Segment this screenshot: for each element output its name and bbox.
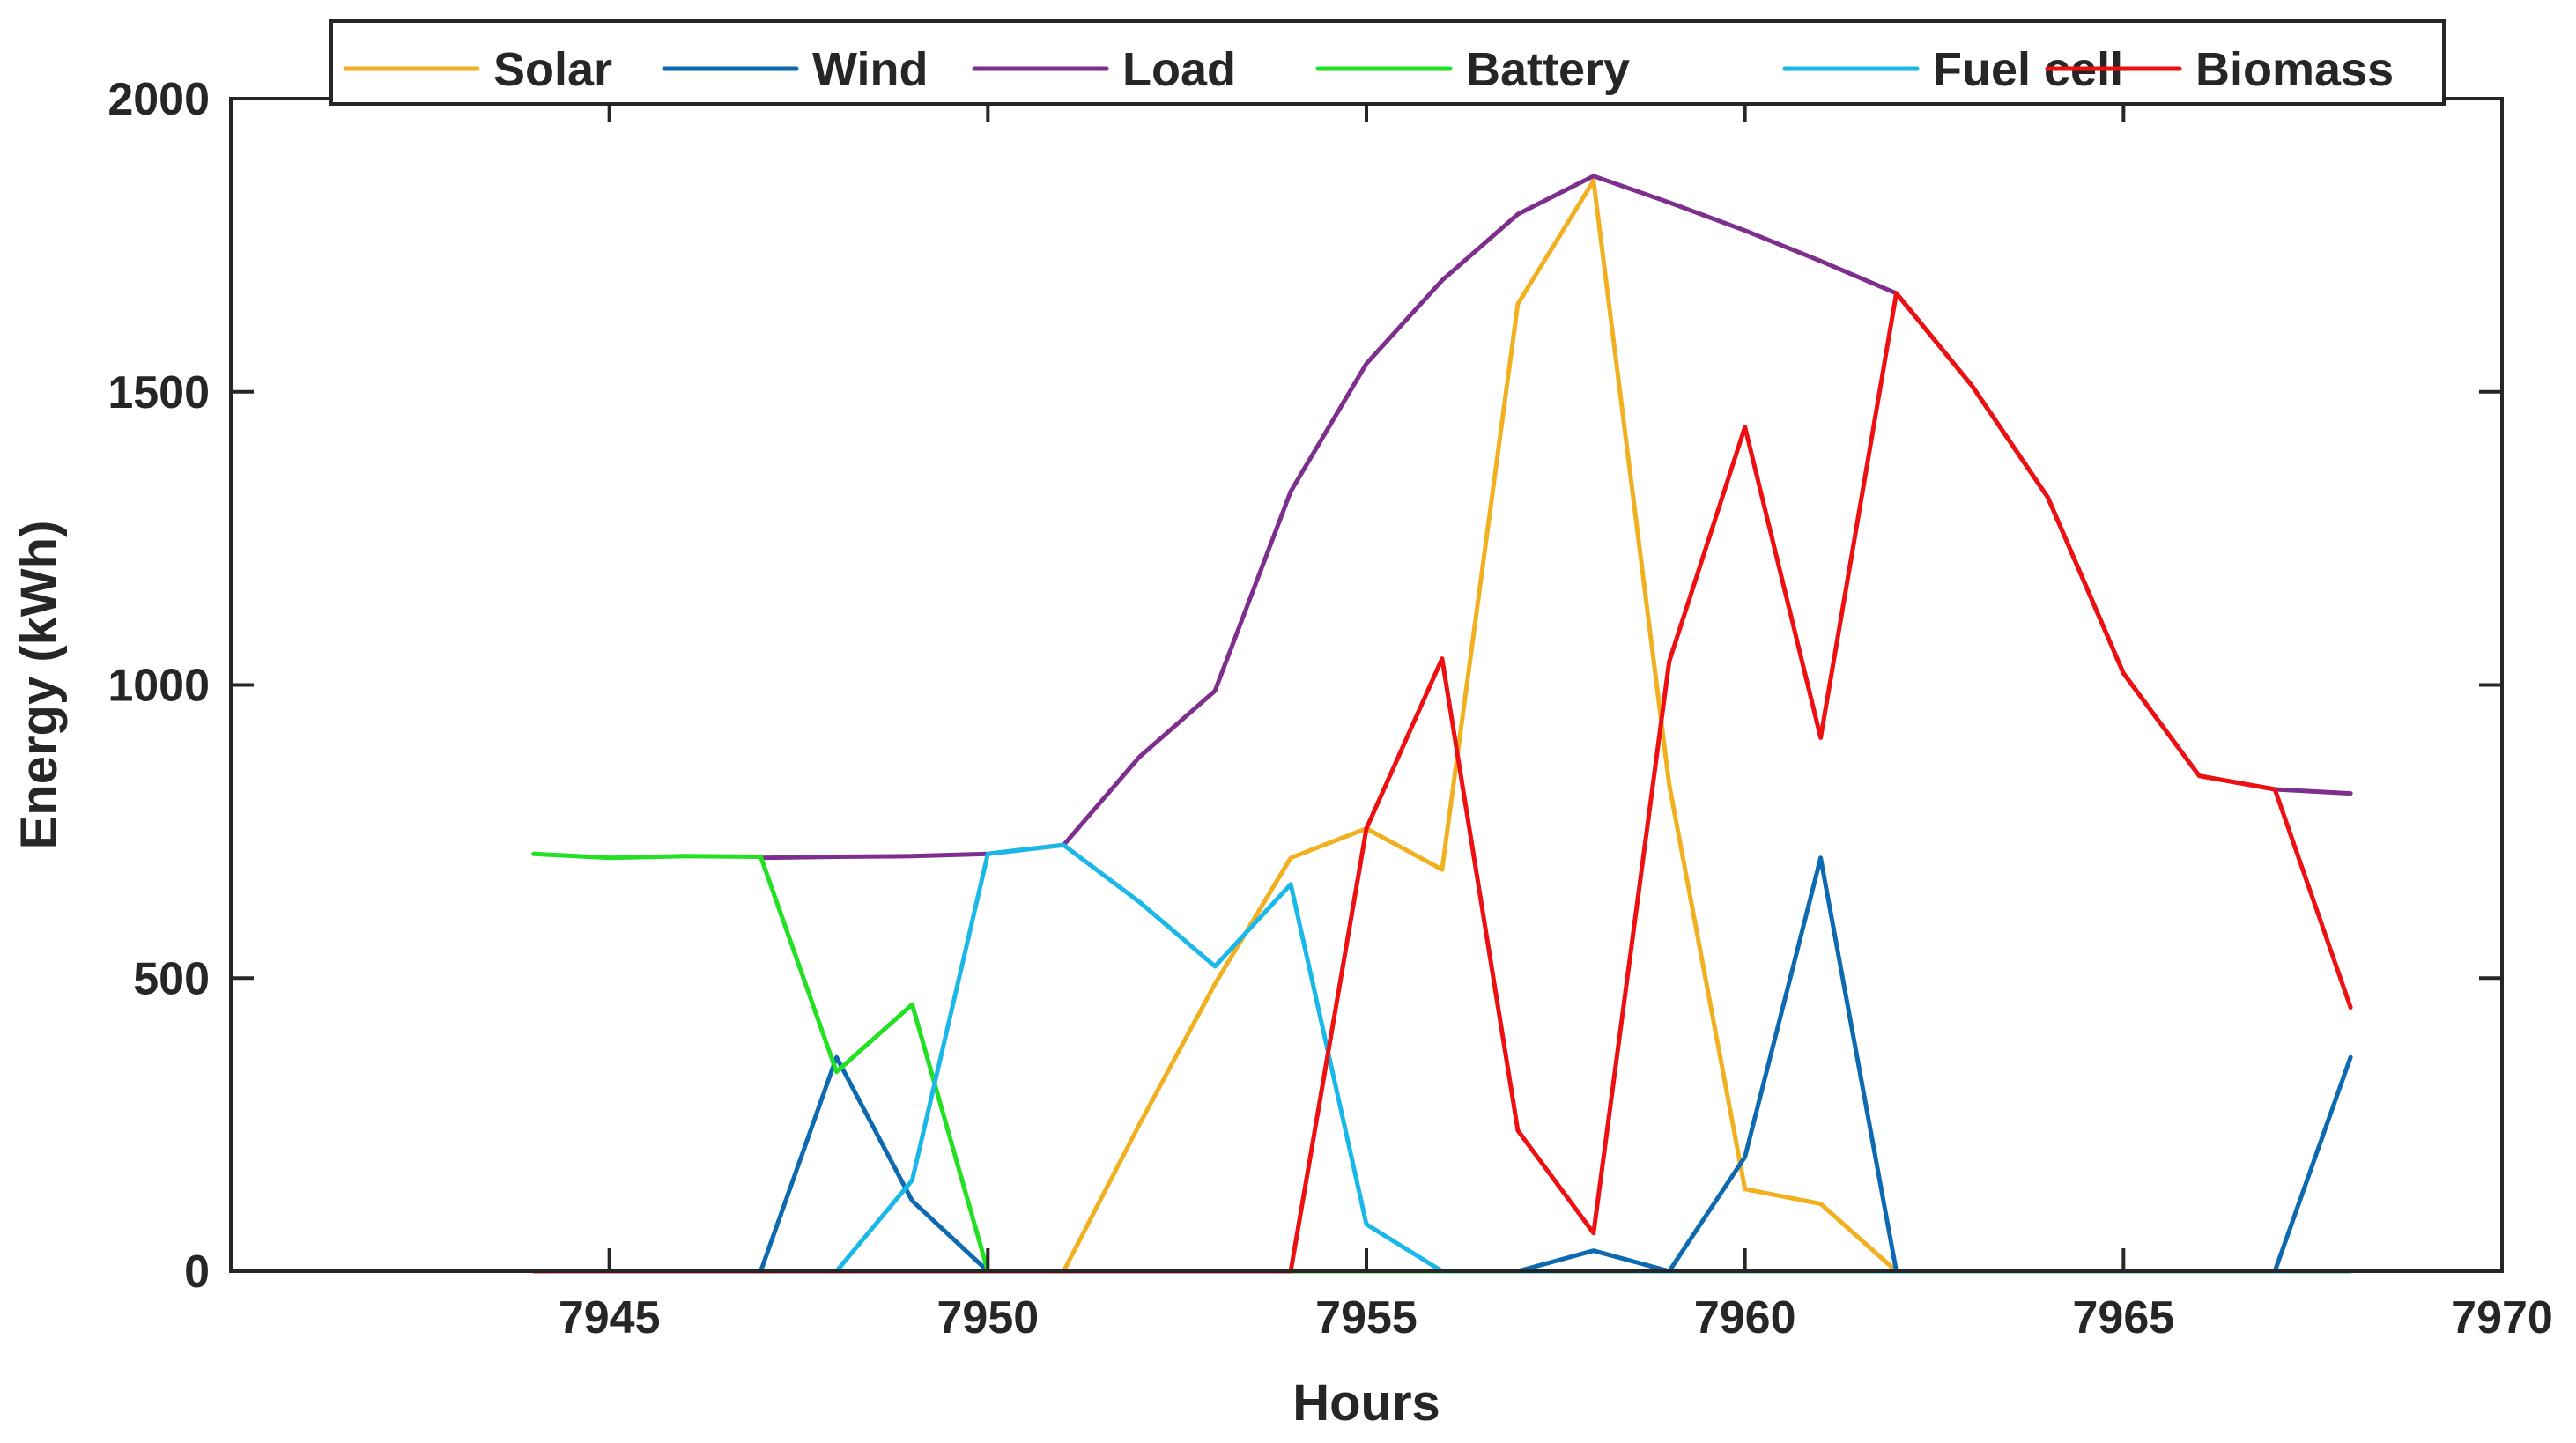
legend-box (329, 19, 2446, 106)
legend-entry-solar: Solar (343, 43, 612, 96)
legend-label-wind: Wind (812, 43, 928, 96)
x-axis-label: Hours (1292, 1374, 1440, 1432)
legend-label-solar: Solar (493, 43, 612, 96)
tick-labels: 7945 7950 7955 7960 7965 7970 0 500 1000 1500 2000 (107, 74, 2553, 1343)
legend-label-biomass: Biomass (2195, 43, 2394, 96)
x-tick-label-7970: 7970 (2451, 1292, 2553, 1343)
legend: Solar Wind Load Battery Fuel cell Biomass (329, 19, 2446, 106)
y-tick-label-2000: 2000 (107, 74, 210, 125)
x-tick-label-7950: 7950 (936, 1292, 1039, 1343)
legend-entry-biomass: Biomass (2045, 43, 2394, 96)
legend-label-battery: Battery (1466, 43, 1630, 96)
legend-label-load: Load (1122, 43, 1236, 96)
y-tick-label-500: 500 (133, 953, 210, 1004)
y-tick-label-1500: 1500 (107, 367, 210, 418)
y-tick-label-0: 0 (184, 1247, 210, 1298)
x-tick-label-7960: 7960 (1694, 1292, 1796, 1343)
x-tick-label-7965: 7965 (2072, 1292, 2174, 1343)
legend-entry-wind: Wind (662, 43, 928, 96)
legend-entries: Solar Wind Load Battery Fuel cell Biomass (343, 43, 2394, 96)
y-tick-label-1000: 1000 (107, 661, 210, 712)
x-tick-label-7955: 7955 (1315, 1292, 1418, 1343)
y-axis-label: Energy (kWh) (11, 521, 68, 850)
legend-entry-battery: Battery (1315, 43, 1630, 96)
legend-entry-load: Load (972, 43, 1236, 96)
x-tick-label-7945: 7945 (559, 1292, 661, 1343)
